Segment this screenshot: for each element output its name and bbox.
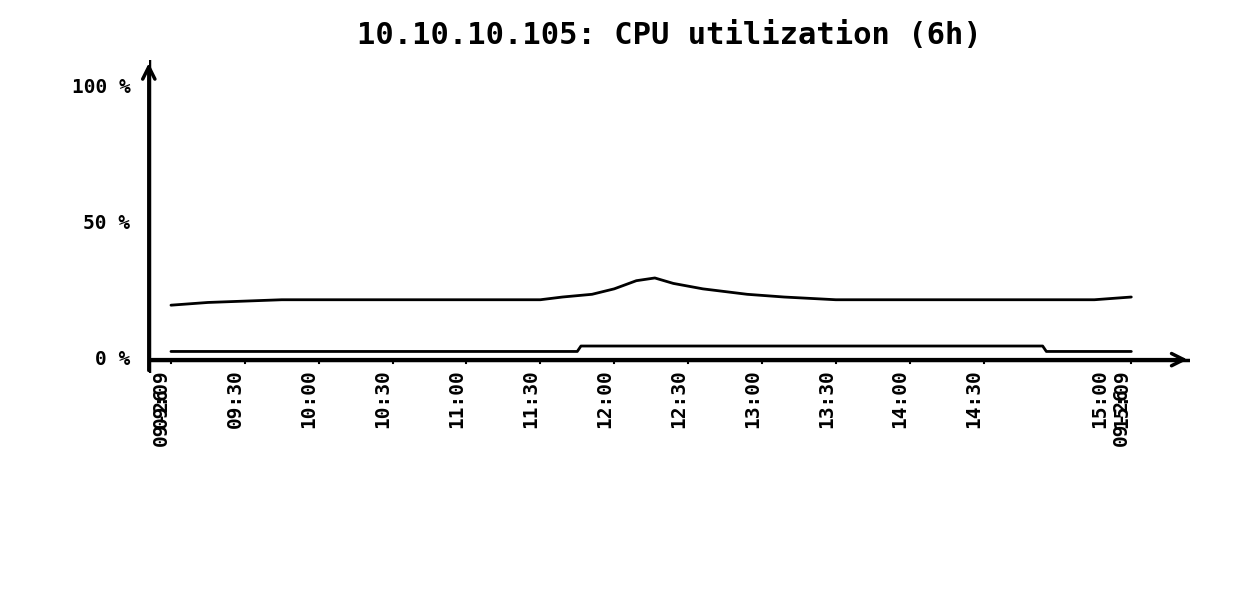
Text: 13:30: 13:30 xyxy=(817,369,836,428)
Text: 0 %: 0 % xyxy=(95,350,130,369)
Text: 14:00: 14:00 xyxy=(890,369,910,428)
Text: 12:00: 12:00 xyxy=(595,369,614,428)
Text: 14:30: 14:30 xyxy=(965,369,983,428)
Text: 09:30: 09:30 xyxy=(226,369,244,428)
Text: 12:30: 12:30 xyxy=(670,369,688,428)
Text: 13:00: 13:00 xyxy=(743,369,761,428)
Text: 11:00: 11:00 xyxy=(448,369,466,428)
Text: 11:30: 11:30 xyxy=(521,369,541,428)
Text: 100 %: 100 % xyxy=(72,78,130,97)
Text: 09-26: 09-26 xyxy=(153,387,171,445)
Text: 09-26: 09-26 xyxy=(1112,387,1131,445)
Text: 09:09: 09:09 xyxy=(153,369,171,428)
Text: 15:00
15:09: 15:00 15:09 xyxy=(1090,369,1131,428)
Text: 50 %: 50 % xyxy=(83,214,130,233)
Text: 10:00: 10:00 xyxy=(300,369,319,428)
Text: 10:30: 10:30 xyxy=(373,369,393,428)
Title: 10.10.10.105: CPU utilization (6h): 10.10.10.105: CPU utilization (6h) xyxy=(357,20,982,49)
